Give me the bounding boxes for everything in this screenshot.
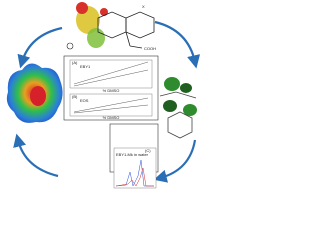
panel-title: EOS (80, 98, 89, 103)
plot-panel: (A) EBY1 % DMSO (B) EOS % DMSO (63, 55, 159, 121)
cycle-arrows (13, 20, 201, 183)
group-label: COOH (144, 46, 156, 51)
panel-label: (C) (145, 148, 151, 153)
panel-label: (A) (72, 60, 78, 65)
x-axis-label: % DMSO (103, 88, 120, 93)
molecule: COOH X (66, 2, 156, 51)
panel-label: (B) (72, 94, 78, 99)
panel-title: EBY1 (80, 64, 91, 69)
graphic: COOH X (A) EBY1 % DMSO (B) EOS % DMSO (C… (6, 2, 201, 189)
spectrum-panel: (C) EBY1-Mk in water (109, 123, 159, 189)
page: {"molecule": {"group": "COOH", "substitu… (6, 2, 201, 189)
potential-map (6, 63, 63, 123)
panel-title: EBY1-Mk in water (116, 152, 149, 157)
x-axis-label: % DMSO (103, 115, 120, 120)
substituent-label: X (142, 4, 145, 9)
orbital-molecule (159, 77, 197, 139)
